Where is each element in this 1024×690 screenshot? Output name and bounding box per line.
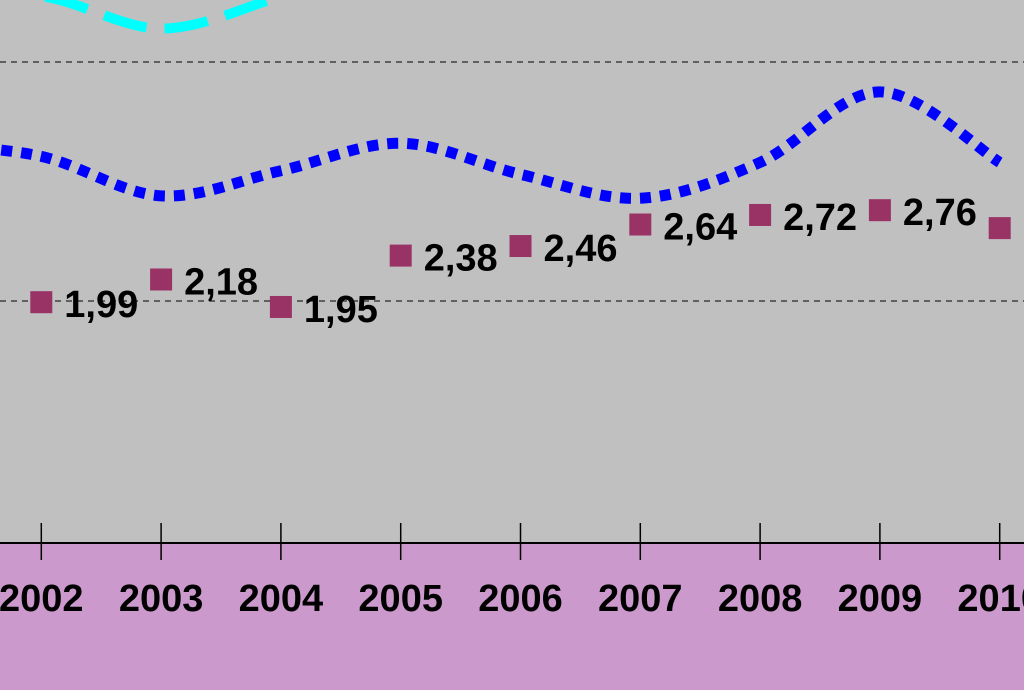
series-0-marker-2008 [749, 203, 772, 226]
markers [30, 199, 1011, 318]
curves [0, 0, 1003, 204]
x-ticks [40, 523, 1001, 560]
data-label-2002: 1,99 [64, 284, 138, 326]
data-label-2007: 2,64 [663, 207, 737, 249]
data-label-2009: 2,76 [903, 192, 977, 234]
series-0-marker-2006 [509, 235, 532, 258]
x-tick-label-2008: 2008 [718, 578, 803, 620]
series-0-marker-2009 [868, 199, 891, 222]
x-tick-label-2007: 2007 [598, 578, 683, 620]
x-tick-label-2009: 2009 [838, 578, 923, 620]
series-0-marker-2003 [150, 268, 173, 291]
x-tick-label-2010: 2010 [957, 578, 1024, 620]
x-tick-label-2003: 2003 [119, 578, 204, 620]
x-tick-label-2005: 2005 [358, 578, 443, 620]
data-label-2008: 2,72 [783, 197, 857, 239]
series-0-marker-2002 [30, 291, 53, 314]
series-0-marker-2005 [389, 244, 412, 267]
series-1-line [0, 86, 1003, 204]
data-label-2004: 1,95 [304, 289, 378, 331]
data-label-2003: 2,18 [184, 261, 258, 303]
data-label-2005: 2,38 [424, 238, 498, 280]
x-tick-label-2004: 2004 [239, 578, 324, 620]
series-0-marker-2007 [629, 213, 652, 236]
series-0-marker-2004 [269, 295, 292, 318]
data-labels: 71,992,181,952,382,462,642,722,76 [64, 192, 977, 331]
series-0-marker-2010 [988, 217, 1011, 240]
x-tick-labels: 2001200220032004200520062007200820092010 [0, 578, 1024, 620]
gridlines [0, 61, 1024, 302]
axis-area [0, 543, 1024, 690]
x-tick-label-2006: 2006 [478, 578, 563, 620]
x-tick-label-2002: 2002 [0, 578, 84, 620]
data-label-2006: 2,46 [544, 228, 618, 270]
